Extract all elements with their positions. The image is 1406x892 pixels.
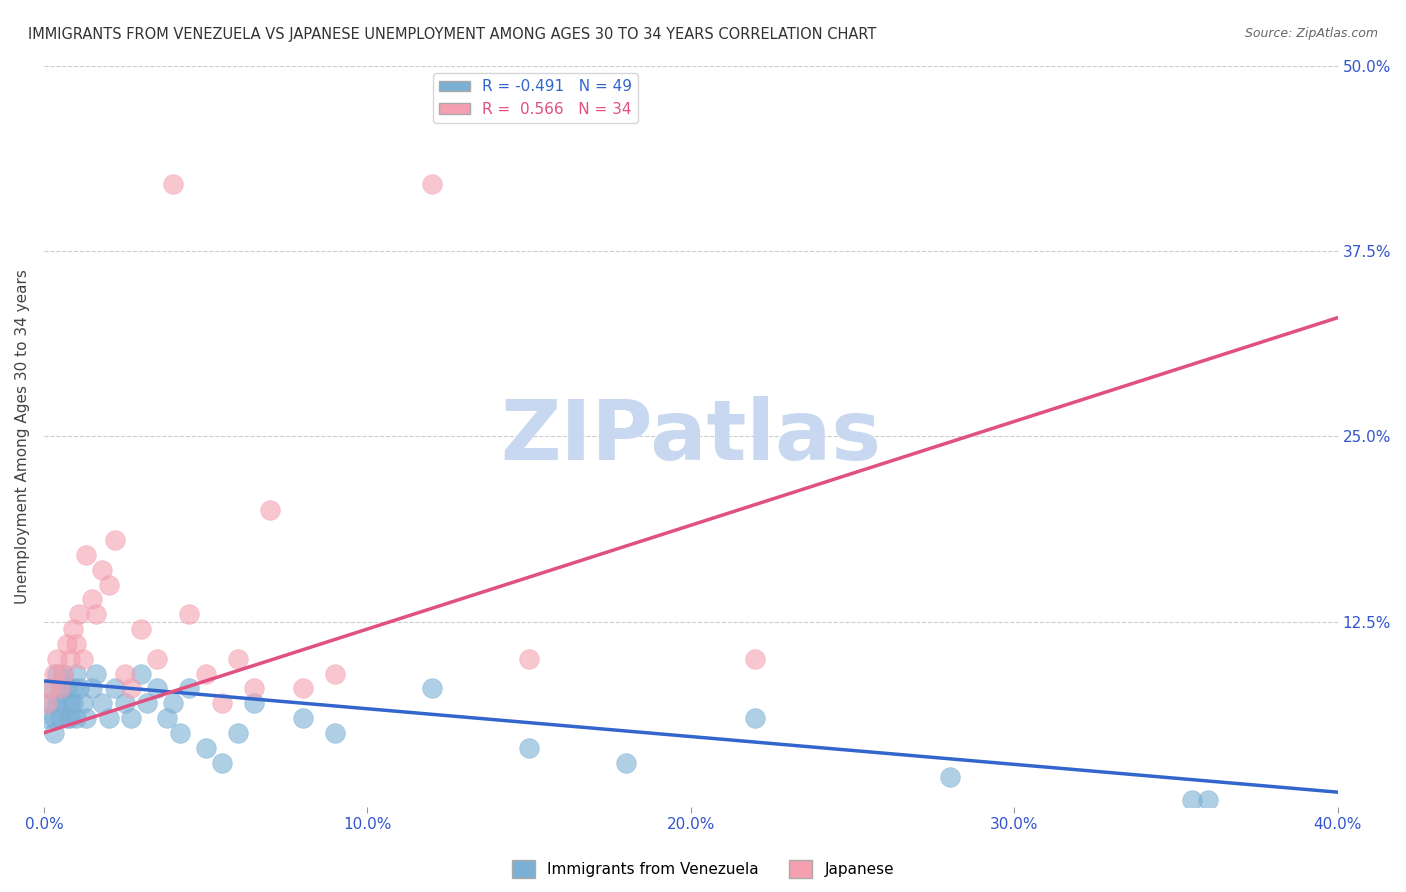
Point bbox=[62, 681, 84, 696]
Point bbox=[84, 666, 107, 681]
Point bbox=[75, 548, 97, 562]
Point bbox=[744, 711, 766, 725]
Point bbox=[420, 681, 443, 696]
Point bbox=[120, 711, 142, 725]
Point bbox=[59, 651, 82, 665]
Point bbox=[614, 756, 637, 770]
Point bbox=[65, 666, 87, 681]
Point bbox=[45, 651, 67, 665]
Point bbox=[179, 607, 201, 622]
Point bbox=[75, 711, 97, 725]
Point bbox=[39, 696, 62, 710]
Point bbox=[104, 533, 127, 547]
Point bbox=[129, 622, 152, 636]
Point bbox=[42, 726, 65, 740]
Point bbox=[1181, 792, 1204, 806]
Point bbox=[49, 711, 72, 725]
Legend: Immigrants from Venezuela, Japanese: Immigrants from Venezuela, Japanese bbox=[506, 854, 900, 884]
Point bbox=[156, 711, 179, 725]
Point bbox=[97, 711, 120, 725]
Point bbox=[211, 696, 233, 710]
Point bbox=[69, 607, 91, 622]
Point bbox=[39, 681, 62, 696]
Point bbox=[938, 770, 960, 784]
Point bbox=[162, 696, 184, 710]
Point bbox=[55, 681, 77, 696]
Point bbox=[49, 681, 72, 696]
Point bbox=[129, 666, 152, 681]
Point bbox=[82, 592, 104, 607]
Point bbox=[194, 740, 217, 755]
Point bbox=[1197, 792, 1219, 806]
Point bbox=[65, 711, 87, 725]
Point bbox=[37, 696, 59, 710]
Point bbox=[104, 681, 127, 696]
Text: IMMIGRANTS FROM VENEZUELA VS JAPANESE UNEMPLOYMENT AMONG AGES 30 TO 34 YEARS COR: IMMIGRANTS FROM VENEZUELA VS JAPANESE UN… bbox=[28, 27, 876, 42]
Point bbox=[243, 696, 266, 710]
Point bbox=[291, 681, 314, 696]
Point bbox=[62, 622, 84, 636]
Point bbox=[114, 696, 136, 710]
Point bbox=[55, 637, 77, 651]
Point bbox=[120, 681, 142, 696]
Point bbox=[45, 696, 67, 710]
Point bbox=[420, 178, 443, 192]
Point bbox=[72, 696, 94, 710]
Point bbox=[52, 696, 75, 710]
Point bbox=[291, 711, 314, 725]
Point bbox=[65, 637, 87, 651]
Text: ZIPatlas: ZIPatlas bbox=[501, 396, 882, 477]
Point bbox=[42, 666, 65, 681]
Point bbox=[91, 563, 114, 577]
Point bbox=[82, 681, 104, 696]
Point bbox=[39, 681, 62, 696]
Point bbox=[97, 577, 120, 591]
Point bbox=[42, 711, 65, 725]
Point bbox=[259, 503, 281, 517]
Point bbox=[91, 696, 114, 710]
Point bbox=[59, 696, 82, 710]
Point bbox=[72, 651, 94, 665]
Text: Source: ZipAtlas.com: Source: ZipAtlas.com bbox=[1244, 27, 1378, 40]
Point bbox=[194, 666, 217, 681]
Point bbox=[146, 681, 169, 696]
Point bbox=[59, 711, 82, 725]
Point bbox=[226, 651, 249, 665]
Point bbox=[62, 696, 84, 710]
Point bbox=[243, 681, 266, 696]
Point bbox=[517, 740, 540, 755]
Point bbox=[226, 726, 249, 740]
Point bbox=[179, 681, 201, 696]
Point bbox=[517, 651, 540, 665]
Point bbox=[323, 666, 346, 681]
Point bbox=[84, 607, 107, 622]
Point bbox=[69, 681, 91, 696]
Point bbox=[146, 651, 169, 665]
Y-axis label: Unemployment Among Ages 30 to 34 years: Unemployment Among Ages 30 to 34 years bbox=[15, 268, 30, 604]
Point bbox=[37, 711, 59, 725]
Point bbox=[52, 666, 75, 681]
Point bbox=[169, 726, 191, 740]
Point bbox=[49, 681, 72, 696]
Legend: R = -0.491   N = 49, R =  0.566   N = 34: R = -0.491 N = 49, R = 0.566 N = 34 bbox=[433, 73, 638, 123]
Point bbox=[323, 726, 346, 740]
Point bbox=[45, 666, 67, 681]
Point bbox=[114, 666, 136, 681]
Point bbox=[55, 711, 77, 725]
Point bbox=[136, 696, 159, 710]
Point bbox=[744, 651, 766, 665]
Point bbox=[211, 756, 233, 770]
Point bbox=[52, 666, 75, 681]
Point bbox=[162, 178, 184, 192]
